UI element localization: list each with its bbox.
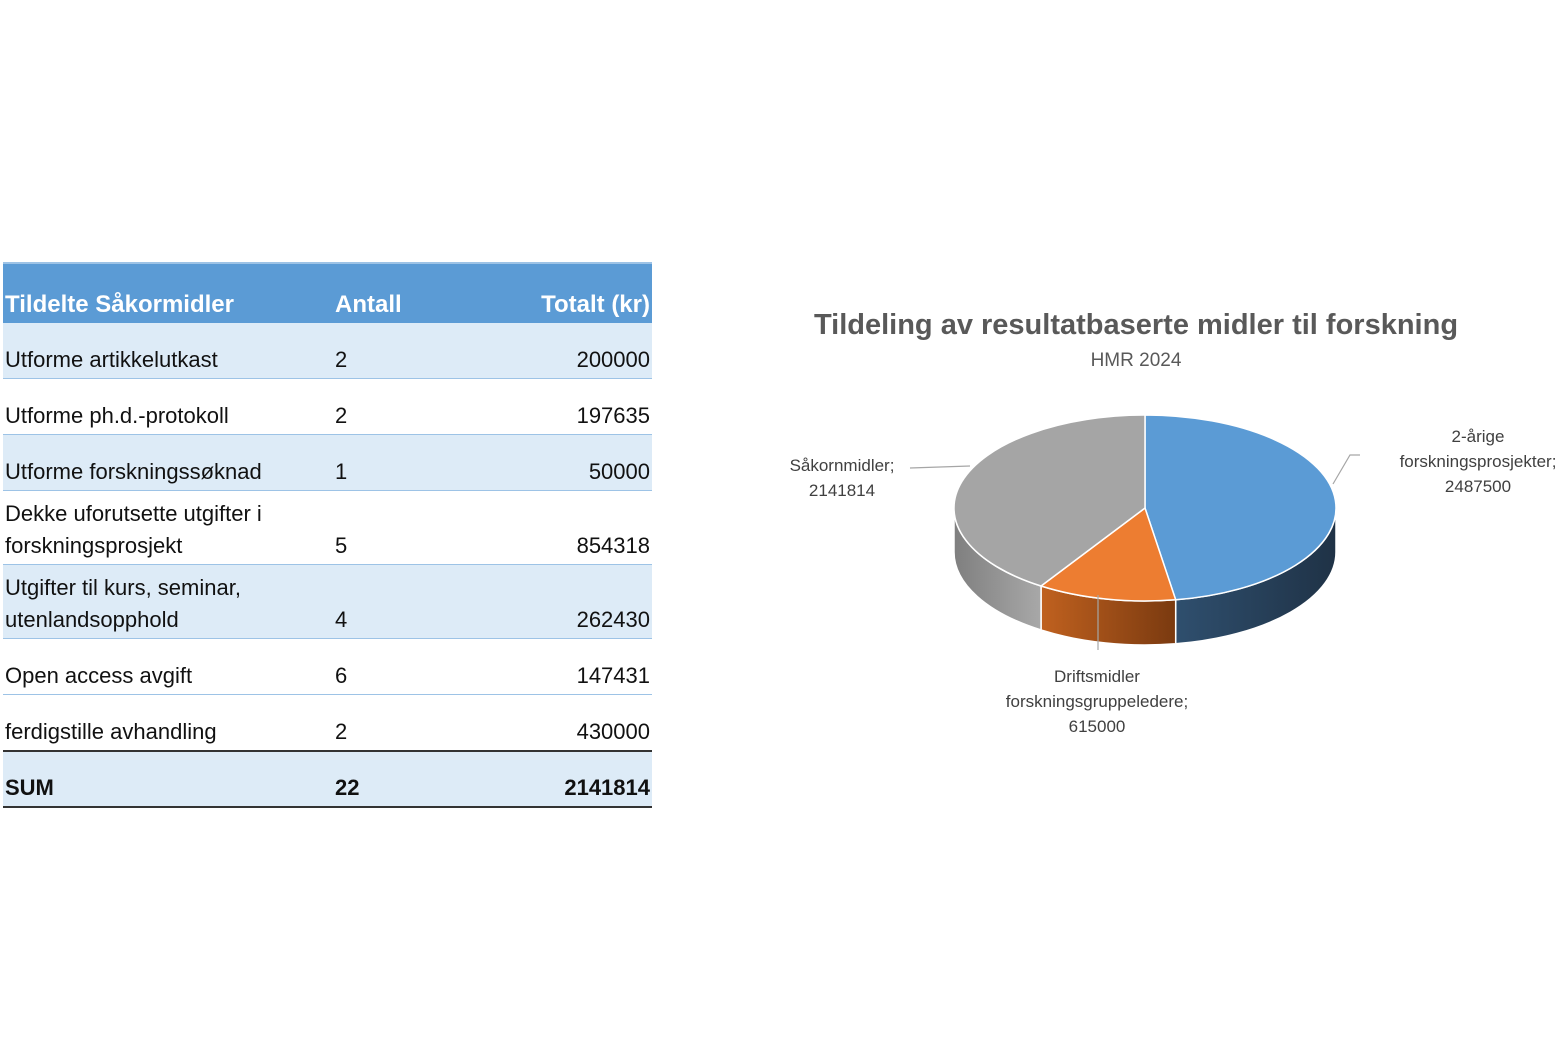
pie-chart: Tildeling av resultatbaserte midler til … [760, 290, 1567, 760]
row-label: Open access avgift [3, 638, 333, 695]
row-total: 147431 [473, 638, 652, 695]
table-row: Utforme forskningssøknad 1 50000 [3, 434, 652, 491]
pie-label-forskningsprosjekter: 2-årige forskningsprosjekter; 2487500 [1400, 427, 1557, 496]
row-label: Utforme forskningssøknad [3, 434, 333, 491]
sum-count: 22 [333, 750, 473, 808]
pie-label-driftsmidler-line: Driftsmidler [1054, 667, 1140, 686]
table-row: ferdigstille avhandling 2 430000 [3, 694, 652, 752]
row-label: ferdigstille avhandling [3, 694, 333, 752]
pie-chart-svg: Tildeling av resultatbaserte midler til … [790, 309, 1557, 736]
pie-label-driftsmidler-line: forskningsgruppeledere; [1006, 692, 1188, 711]
pie-slice-driftsmidler [1039, 506, 1177, 602]
sum-label: SUM [3, 750, 333, 808]
pie-slice-sakornmidler [953, 414, 1146, 587]
row-total: 197635 [473, 378, 652, 435]
table-sum-row: SUM 22 2141814 [3, 750, 652, 808]
pie-label-sakornmidler-leader-line [909, 465, 971, 469]
pie-label-forskningsprosjekter-line: 2-årige [1452, 427, 1505, 446]
table-row: Utgifter til kurs, seminar, utenlandsopp… [3, 564, 652, 639]
pie-label-forskningsprosjekter-line: forskningsprosjekter; [1400, 452, 1557, 471]
pie-label-driftsmidler: Driftsmidler forskningsgruppeledere; 61500… [1006, 667, 1188, 736]
sum-total: 2141814 [473, 750, 652, 808]
row-total: 200000 [473, 323, 652, 379]
row-label: Utgifter til kurs, seminar, utenlandsopp… [3, 564, 333, 639]
pie-label-driftsmidler-line: 615000 [1069, 717, 1126, 736]
chart-title: Tildeling av resultatbaserte midler til … [814, 309, 1458, 341]
pie-label-sakornmidler-line: Såkornmidler; [790, 456, 895, 475]
table-row: Utforme artikkelutkast 2 200000 [3, 323, 652, 379]
table-row: Open access avgift 6 147431 [3, 638, 652, 695]
pie-slice-forskningsprosjekter [1144, 414, 1337, 601]
pie-plot-area: 2-årige forskningsprosjekter; 2487500 Drift… [790, 414, 1557, 736]
pie-label-sakornmidler: Såkornmidler; 2141814 [790, 456, 895, 500]
header-count: Antall [333, 262, 473, 323]
row-total: 50000 [473, 434, 652, 491]
row-count: 4 [333, 564, 473, 639]
row-count: 2 [333, 694, 473, 752]
row-total: 430000 [473, 694, 652, 752]
pie-label-forskningsprosjekter-leader-line [1332, 454, 1360, 485]
header-total: Totalt (kr) [473, 262, 652, 323]
row-count: 5 [333, 490, 473, 565]
row-total: 854318 [473, 490, 652, 565]
chart-subtitle: HMR 2024 [1091, 350, 1182, 371]
table-header-row: Tildelte Såkormidler Antall Totalt (kr) [3, 262, 652, 323]
pie-label-forskningsprosjekter-line: 2487500 [1445, 477, 1511, 496]
row-count: 1 [333, 434, 473, 491]
table-row: Dekke uforutsette utgifter i forskningsp… [3, 490, 652, 565]
row-count: 2 [333, 378, 473, 435]
row-label: Utforme artikkelutkast [3, 323, 333, 379]
allocation-table-container: Tildelte Såkormidler Antall Totalt (kr) … [3, 262, 652, 808]
header-category: Tildelte Såkormidler [3, 262, 333, 323]
row-count: 2 [333, 323, 473, 379]
table-row: Utforme ph.d.-protokoll 2 197635 [3, 378, 652, 435]
row-label: Dekke uforutsette utgifter i forskningsp… [3, 490, 333, 565]
allocation-table: Tildelte Såkormidler Antall Totalt (kr) … [3, 262, 652, 808]
pie-label-sakornmidler-line: 2141814 [809, 481, 875, 500]
row-label: Utforme ph.d.-protokoll [3, 378, 333, 435]
row-total: 262430 [473, 564, 652, 639]
row-count: 6 [333, 638, 473, 695]
